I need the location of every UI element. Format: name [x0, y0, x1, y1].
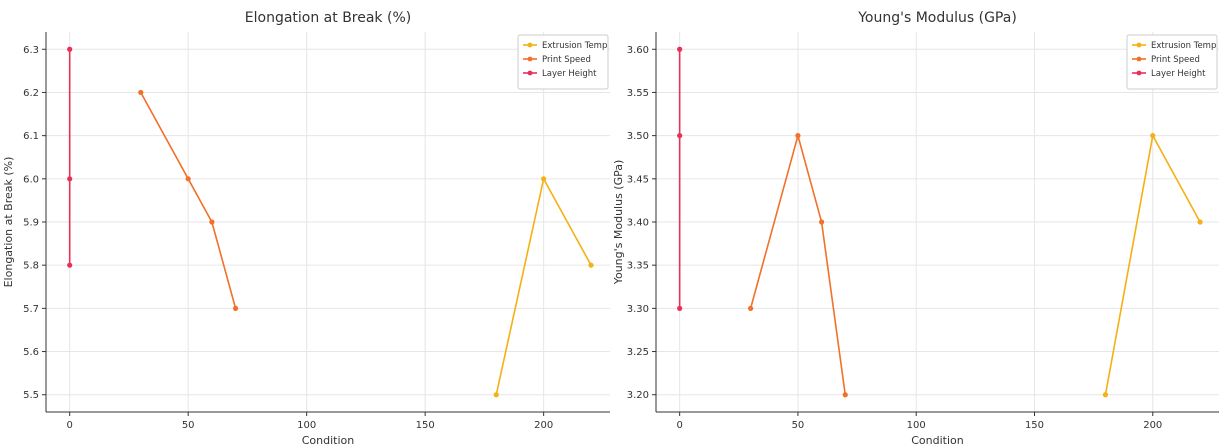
x-tick-label: 50 [182, 420, 195, 431]
data-point [677, 305, 683, 311]
data-point [1197, 219, 1203, 225]
data-point [677, 133, 683, 139]
data-point [818, 219, 825, 225]
legend: Extrusion Temp Print Speed Layer Height [517, 34, 609, 90]
y-tick-label: 3.20 [627, 390, 649, 401]
data-point [1150, 133, 1156, 139]
y-tick-label: 5.6 [23, 347, 39, 358]
y-tick-label: 6.0 [23, 174, 39, 185]
data-point [67, 262, 73, 268]
y-tick-label: 5.5 [23, 390, 39, 401]
x-tick-label: 200 [1143, 420, 1162, 431]
y-tick-label: 3.30 [627, 304, 649, 315]
x-tick-label: 0 [67, 420, 73, 431]
legend-label: Extrusion Temp [1151, 41, 1216, 51]
data-point [209, 219, 215, 225]
chart-title: Young's Modulus (GPa) [857, 10, 1017, 26]
legend-label: Extrusion Temp [542, 41, 607, 51]
x-tick-label: 200 [534, 420, 553, 431]
chart-panel-1: 0 50 100 150 200 5.5 5.6 5.7 5.8 5.9 6.0 6.1 6.2 6.3 E… [2, 10, 610, 447]
data-point [748, 305, 754, 311]
series-layer-height [677, 46, 683, 311]
series-print-speed [748, 132, 848, 398]
y-tick-label: 6.1 [23, 131, 39, 142]
data-point [677, 46, 683, 52]
data-point [67, 46, 73, 52]
legend-item-print-speed: Print Speed [1132, 55, 1200, 65]
series-layer-height [67, 46, 73, 268]
y-tick-label: 3.55 [627, 88, 649, 99]
series-line-print-speed [140, 92, 237, 309]
legend-swatch-marker [527, 56, 533, 62]
y-tick-label: 3.25 [627, 347, 649, 358]
legend-item-print-speed: Print Speed [523, 55, 591, 65]
series-line-print-speed [749, 132, 847, 395]
x-axis-title: Condition [911, 434, 964, 447]
legend-label: Print Speed [1151, 55, 1200, 65]
x-tick-label: 0 [676, 420, 682, 431]
y-tick-label: 6.2 [23, 88, 39, 99]
legend-swatch-marker [1136, 70, 1142, 76]
legend-box [517, 34, 609, 90]
data-point [842, 392, 848, 398]
y-tick-label: 3.60 [627, 45, 649, 56]
series-print-speed [138, 89, 239, 311]
x-tick-label: 100 [297, 420, 316, 431]
legend-item-layer-height: Layer Height [523, 69, 597, 79]
x-tick-label: 150 [416, 420, 435, 431]
data-point [493, 392, 499, 398]
y-tick-label: 6.3 [23, 45, 39, 56]
data-point [67, 176, 73, 182]
y-axis-title: Elongation at Break (%) [2, 157, 15, 288]
legend-swatch-marker [1136, 42, 1142, 48]
legend-swatch-marker [527, 70, 533, 76]
legend-label: Layer Height [542, 69, 597, 79]
x-tick-label: 150 [1025, 420, 1044, 431]
y-tick-label: 5.8 [23, 261, 39, 272]
y-tick-label: 3.45 [627, 174, 649, 185]
legend-swatch-marker [527, 42, 533, 48]
x-tick-label: 100 [907, 420, 926, 431]
chart-title: Elongation at Break (%) [245, 10, 411, 26]
y-tick-label: 3.50 [627, 131, 649, 142]
legend-label: Print Speed [542, 55, 591, 65]
data-point [1102, 392, 1109, 398]
y-tick-label: 5.7 [23, 304, 39, 315]
data-point [185, 176, 191, 182]
legend-label: Layer Height [1151, 69, 1206, 79]
legend-item-extrusion-temp: Extrusion Temp [1132, 41, 1216, 51]
chart-panel-2: 0 50 100 150 200 3.20 3.25 3.30 3.35 3.40 3.45 3.50… [612, 10, 1219, 447]
legend-box [1126, 34, 1218, 90]
series-extrusion-temp [1102, 133, 1203, 398]
legend: Extrusion Temp Print Speed Layer Height [1126, 34, 1218, 90]
legend-item-extrusion-temp: Extrusion Temp [523, 41, 607, 51]
x-axis-title: Condition [302, 434, 355, 447]
y-tick-label: 5.9 [23, 218, 39, 229]
x-tick-label: 50 [792, 420, 805, 431]
y-tick-label: 3.35 [627, 261, 649, 272]
y-axis-title: Young's Modulus (GPa) [612, 160, 625, 286]
legend-item-layer-height: Layer Height [1132, 69, 1206, 79]
data-point [232, 305, 239, 311]
data-point [588, 262, 594, 268]
data-point [138, 89, 144, 96]
data-point [541, 176, 547, 182]
data-point [795, 133, 801, 139]
y-tick-label: 3.40 [627, 218, 649, 229]
series-extrusion-temp [493, 176, 594, 398]
legend-swatch-marker [1136, 56, 1142, 62]
